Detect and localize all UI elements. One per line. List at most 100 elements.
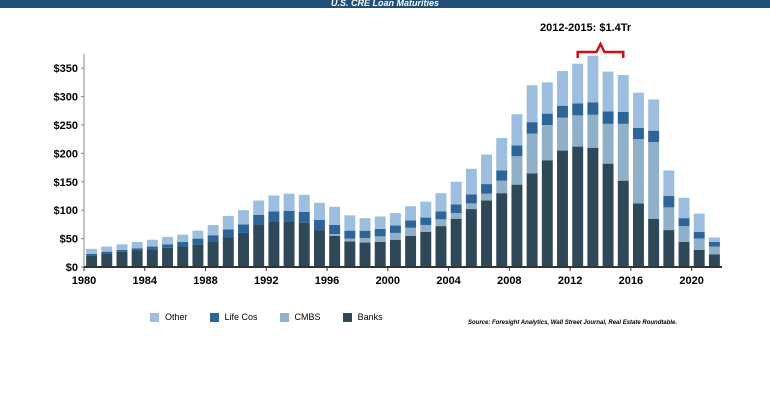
bar-segment (648, 218, 660, 267)
bar-segment (617, 75, 629, 112)
x-tick-label: 2012 (558, 275, 582, 287)
bar-segment (313, 230, 325, 267)
bar-segment (557, 71, 568, 106)
y-tick-label: $0 (66, 262, 78, 274)
bar-segment (131, 250, 143, 267)
bar-segment (511, 184, 523, 267)
bar-segment (435, 219, 447, 227)
bar-segment (116, 251, 128, 267)
bar-segment (329, 206, 341, 225)
bar-segment (146, 249, 158, 267)
bar-segment (207, 235, 219, 243)
legend-item-cmbs: CMBS (279, 312, 321, 322)
bar-segment (663, 230, 675, 267)
bar-segment (420, 201, 432, 218)
bar-segment (526, 85, 538, 123)
bar-segment (207, 242, 219, 267)
bar-segment (238, 210, 249, 225)
bar-segment (405, 235, 417, 267)
bar-segment (298, 194, 310, 212)
bar-segment (678, 197, 690, 219)
y-tick-label: $100 (54, 205, 78, 217)
bar-segment (222, 237, 234, 267)
bar-segment (344, 215, 356, 231)
bar-segment (541, 82, 553, 114)
bar-segment (450, 181, 462, 205)
y-tick-label: $250 (54, 120, 78, 132)
bar-segment (450, 213, 462, 219)
bar-segment (131, 242, 143, 249)
bar-segment (602, 111, 614, 124)
bar-segment (632, 127, 644, 140)
bar-segment (663, 207, 675, 231)
bar-segment (632, 203, 644, 267)
bar-segment (693, 213, 705, 232)
x-tick-label: 1996 (315, 275, 339, 287)
bar-segment (177, 234, 189, 243)
bar-segment (541, 113, 553, 125)
bar-segment (86, 248, 98, 254)
bar-segment (359, 238, 371, 243)
bar-segment (298, 222, 310, 267)
bar-segment (359, 230, 371, 239)
bar-segment (420, 224, 432, 232)
bar-segment (678, 226, 690, 243)
legend: Other Life Cos CMBS Banks (150, 312, 383, 322)
bar-segment (663, 196, 675, 208)
legend-label-other: Other (165, 312, 188, 322)
bar-segment (526, 133, 538, 174)
bar-segment (572, 115, 584, 147)
bar-segment (496, 170, 508, 181)
legend-item-life-cos: Life Cos (209, 312, 258, 322)
source-note: Source: Foresight Analytics, Wall Street… (468, 320, 678, 326)
bar-segment (162, 236, 174, 245)
bar-segment (329, 224, 341, 235)
bar-segment (374, 236, 386, 243)
bar-segment (253, 214, 265, 225)
bar-segment (374, 216, 386, 229)
bar-segment (389, 232, 401, 240)
bar-segment (587, 114, 599, 148)
bar-segment (511, 114, 523, 146)
bar-segment (177, 242, 189, 247)
bar-segment (389, 225, 401, 233)
bar-segment (708, 254, 720, 267)
y-tick-label: $300 (54, 92, 78, 104)
bar-segment (86, 255, 98, 267)
legend-item-other: Other (150, 312, 188, 322)
bar-segment (481, 184, 493, 194)
bar-segment (268, 221, 280, 267)
x-tick-label: 2004 (436, 275, 461, 287)
bar-segment (526, 173, 538, 267)
bar-segment (344, 238, 356, 242)
bar-segment (405, 220, 417, 228)
bar-segment (359, 218, 371, 231)
bar-segment (405, 206, 417, 221)
bar-segment (450, 218, 462, 267)
bar-segment (268, 211, 280, 222)
bar-segment (708, 242, 720, 247)
bar-segment (481, 193, 493, 201)
bar-segment (222, 229, 234, 238)
bar-segment (162, 244, 174, 248)
bar-segment (162, 247, 174, 267)
bar-segment (374, 242, 386, 267)
bar-segment (374, 228, 386, 237)
bar-segment (146, 246, 158, 250)
bar-segment (496, 193, 508, 267)
legend-label-cmbs: CMBS (294, 312, 321, 322)
bar-segment (329, 235, 341, 267)
x-tick-label: 1992 (254, 275, 278, 287)
y-tick-label: $150 (54, 177, 78, 189)
legend-swatch-cmbs (279, 312, 289, 322)
bar-segment (86, 253, 98, 256)
bar-segment (435, 211, 447, 220)
legend-label-banks: Banks (357, 312, 383, 322)
bar-segment (222, 215, 234, 230)
bar-segment (329, 234, 341, 236)
bar-segment (587, 147, 599, 267)
bar-segment (435, 226, 447, 267)
x-tick-label: 1980 (72, 275, 96, 287)
x-tick-label: 1988 (193, 275, 217, 287)
